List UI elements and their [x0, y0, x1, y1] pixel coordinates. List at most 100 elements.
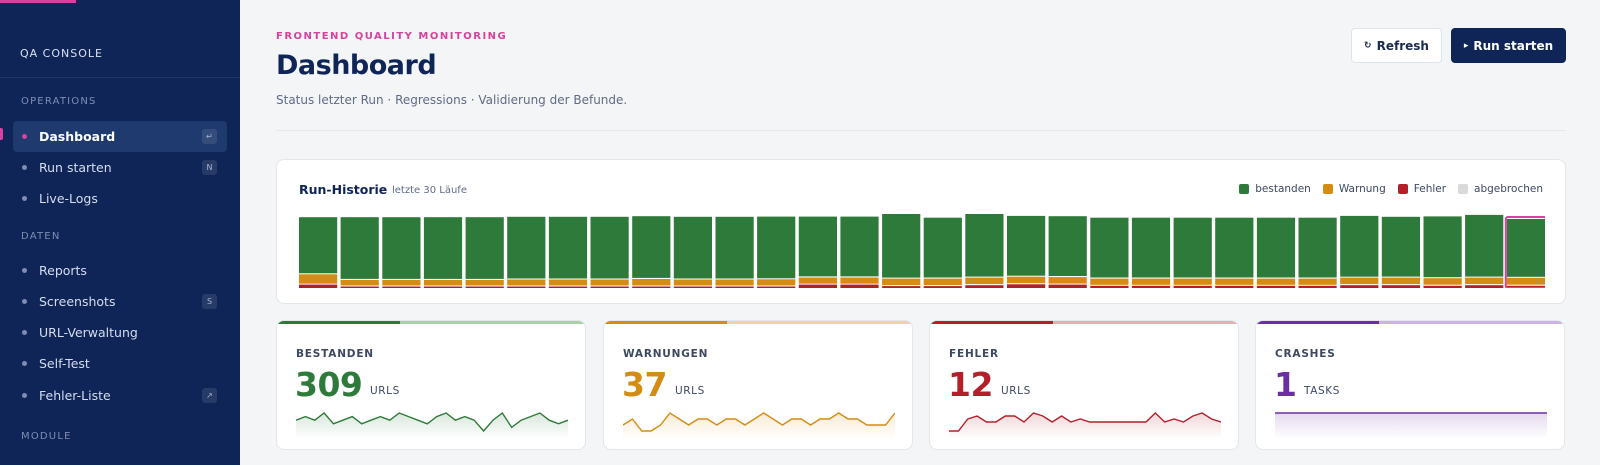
history-bar-fehler-18[interactable] [1007, 284, 1046, 288]
history-bar-fehler-7[interactable] [548, 286, 588, 289]
history-bar-bestanden-11[interactable] [715, 216, 754, 279]
history-bar-warnung-28[interactable] [1423, 278, 1462, 285]
history-bar-warnung-5[interactable] [465, 279, 504, 286]
history-bar-bestanden-26[interactable] [1340, 215, 1379, 277]
history-bar-bestanden-16[interactable] [923, 217, 962, 278]
sidebar-item-fehler-liste[interactable]: Fehler-Liste ↗ [13, 380, 227, 411]
sidebar-item-live-logs[interactable]: Live-Logs [13, 183, 227, 214]
history-bar-fehler-6[interactable] [507, 286, 546, 289]
history-bar-bestanden-23[interactable] [1215, 217, 1254, 278]
history-bar-fehler-22[interactable] [1173, 285, 1212, 288]
history-bar-warnung-19[interactable] [1048, 277, 1087, 284]
history-bar-warnung-26[interactable] [1340, 277, 1379, 285]
history-bar-fehler-3[interactable] [382, 286, 421, 289]
history-bar-fehler-9[interactable] [632, 286, 671, 289]
history-bar-warnung-10[interactable] [673, 279, 712, 286]
history-bar-fehler-21[interactable] [1131, 285, 1171, 288]
history-bar-bestanden-17[interactable] [965, 214, 1004, 277]
history-bar-bestanden-9[interactable] [632, 216, 671, 278]
history-bar-bestanden-8[interactable] [590, 216, 629, 279]
history-bar-warnung-3[interactable] [382, 279, 421, 286]
history-bar-fehler-17[interactable] [965, 285, 1004, 288]
sidebar-item-reports[interactable]: Reports [13, 255, 227, 286]
history-bar-warnung-30[interactable] [1506, 277, 1545, 285]
history-bar-bestanden-27[interactable] [1381, 216, 1420, 277]
history-bar-bestanden-13[interactable] [798, 216, 837, 277]
history-bar-fehler-12[interactable] [757, 286, 796, 289]
history-bar-warnung-20[interactable] [1090, 278, 1129, 285]
history-bar-bestanden-21[interactable] [1131, 217, 1171, 278]
history-bar-warnung-8[interactable] [590, 279, 629, 286]
history-bar-bestanden-14[interactable] [840, 216, 879, 277]
history-bar-bestanden-29[interactable] [1465, 214, 1504, 277]
history-bar-warnung-13[interactable] [798, 277, 837, 284]
history-bar-fehler-25[interactable] [1298, 285, 1337, 288]
history-bar-warnung-9[interactable] [632, 279, 671, 286]
history-bar-bestanden-25[interactable] [1298, 217, 1337, 278]
history-bar-bestanden-3[interactable] [382, 217, 421, 279]
history-bar-warnung-15[interactable] [882, 278, 921, 286]
history-bar-bestanden-6[interactable] [507, 216, 546, 279]
history-bar-fehler-4[interactable] [423, 286, 463, 289]
history-bar-bestanden-15[interactable] [882, 214, 921, 278]
history-bar-warnung-29[interactable] [1465, 277, 1504, 285]
history-bar-fehler-8[interactable] [590, 286, 629, 289]
history-bar-warnung-4[interactable] [423, 279, 463, 286]
sidebar-item-self-test[interactable]: Self-Test [13, 348, 227, 379]
history-bar-fehler-14[interactable] [840, 284, 879, 288]
history-bar-bestanden-30[interactable] [1506, 219, 1545, 277]
history-bar-warnung-16[interactable] [923, 278, 962, 286]
history-bar-warnung-21[interactable] [1131, 278, 1171, 285]
history-bar-fehler-29[interactable] [1465, 285, 1504, 288]
history-bar-bestanden-5[interactable] [465, 217, 504, 279]
history-bar-bestanden-1[interactable] [299, 217, 338, 274]
sidebar-item-dashboard[interactable]: Dashboard ↵ [13, 121, 227, 152]
history-bar-fehler-15[interactable] [882, 286, 921, 288]
history-bar-fehler-13[interactable] [798, 284, 837, 288]
history-bar-fehler-10[interactable] [673, 286, 712, 289]
sidebar-item-run-starten[interactable]: Run starten N [13, 152, 227, 183]
history-bar-bestanden-20[interactable] [1090, 217, 1129, 278]
history-bar-warnung-12[interactable] [757, 279, 796, 286]
history-bar-warnung-7[interactable] [548, 279, 588, 286]
history-bar-fehler-5[interactable] [465, 286, 504, 289]
history-bar-fehler-28[interactable] [1423, 285, 1462, 288]
refresh-button[interactable]: ↻ Refresh [1351, 28, 1442, 63]
history-bar-fehler-24[interactable] [1256, 285, 1296, 288]
history-bar-warnung-1[interactable] [299, 274, 338, 284]
history-bar-warnung-2[interactable] [340, 279, 379, 286]
history-bar-bestanden-12[interactable] [757, 216, 796, 279]
history-bar-fehler-2[interactable] [340, 286, 379, 289]
history-bar-warnung-11[interactable] [715, 279, 754, 286]
history-bar-bestanden-22[interactable] [1173, 217, 1212, 278]
history-bar-warnung-24[interactable] [1256, 278, 1296, 285]
run-start-button[interactable]: ▸ Run starten [1451, 28, 1566, 63]
history-bar-warnung-14[interactable] [840, 277, 879, 284]
history-bar-fehler-26[interactable] [1340, 285, 1379, 288]
history-bar-fehler-30[interactable] [1506, 285, 1545, 288]
history-bar-warnung-18[interactable] [1007, 276, 1046, 284]
history-bar-warnung-23[interactable] [1215, 278, 1254, 285]
history-bar-fehler-1[interactable] [299, 284, 338, 288]
history-bar-fehler-11[interactable] [715, 286, 754, 289]
history-bar-bestanden-4[interactable] [423, 217, 463, 279]
history-bar-fehler-27[interactable] [1381, 285, 1420, 288]
history-bar-bestanden-2[interactable] [340, 217, 379, 279]
history-bar-warnung-6[interactable] [507, 279, 546, 286]
history-bar-fehler-19[interactable] [1048, 284, 1087, 288]
history-bar-warnung-25[interactable] [1298, 278, 1337, 285]
history-bar-warnung-22[interactable] [1173, 278, 1212, 285]
history-bar-fehler-20[interactable] [1090, 285, 1129, 288]
sidebar-item-screenshots[interactable]: Screenshots S [13, 286, 227, 317]
history-bar-warnung-27[interactable] [1381, 277, 1420, 285]
history-bar-bestanden-10[interactable] [673, 216, 712, 279]
history-bar-bestanden-7[interactable] [548, 216, 588, 279]
history-bar-fehler-23[interactable] [1215, 285, 1254, 288]
history-bar-bestanden-28[interactable] [1423, 216, 1462, 278]
history-bar-bestanden-24[interactable] [1256, 217, 1296, 278]
history-bar-fehler-16[interactable] [923, 286, 962, 288]
history-bar-bestanden-19[interactable] [1048, 216, 1087, 276]
history-bar-warnung-17[interactable] [965, 277, 1004, 285]
history-bar-bestanden-18[interactable] [1007, 215, 1046, 276]
sidebar-item-url-verwaltung[interactable]: URL-Verwaltung [13, 317, 227, 348]
